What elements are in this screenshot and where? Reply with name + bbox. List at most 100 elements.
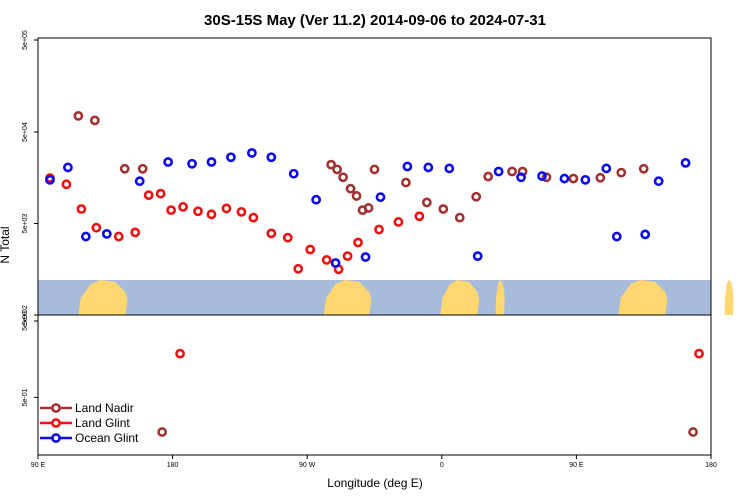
ocean-glint-point xyxy=(311,194,322,205)
land-glint-point xyxy=(353,237,363,248)
land-nadir-point xyxy=(332,164,343,175)
land-glint-point xyxy=(91,222,102,233)
ocean-glint-point xyxy=(537,171,547,181)
plot-layer: 90 E 180 90 W 0 90 E 180 5e+02 5e+03 5e+04 5e+05 5… xyxy=(22,30,734,469)
land-shape-2 xyxy=(323,280,372,315)
legend-label-3: Ocean Glint xyxy=(75,431,139,445)
legend-marker-3 xyxy=(51,433,61,443)
lower-panel-point xyxy=(694,348,704,359)
land-glint-point xyxy=(342,251,353,262)
land-glint-point xyxy=(178,201,188,212)
land-glint-point xyxy=(143,190,154,201)
ocean-glint-point xyxy=(163,157,174,167)
legend-label-2: Land Glint xyxy=(75,416,130,430)
land-glint-point xyxy=(374,224,384,235)
ocean-glint-point xyxy=(640,229,651,240)
land-shape-5 xyxy=(618,280,668,315)
x-tick-label: 90 W xyxy=(299,462,316,469)
legend-marker-2 xyxy=(51,418,61,428)
ocean-glint-point xyxy=(134,176,145,187)
ocean-glint-point xyxy=(601,163,612,174)
lower-panel-point xyxy=(175,348,185,359)
land-nadir-point xyxy=(345,183,356,194)
land-nadir-point xyxy=(89,115,100,126)
ocean-glint-point xyxy=(375,192,386,203)
ocean-glint-point xyxy=(680,157,691,168)
land-nadir-point xyxy=(421,197,432,208)
ocean-glint-point xyxy=(423,162,434,173)
land-nadir-point xyxy=(351,191,362,201)
land-nadir-point xyxy=(438,204,449,214)
x-tick-label: 180 xyxy=(167,462,179,469)
ocean-glint-point xyxy=(444,163,455,174)
land-glint-point xyxy=(236,206,247,217)
ocean-glint-point xyxy=(101,228,112,239)
legend-label-1: Land Nadir xyxy=(75,401,134,415)
land-nadir-point xyxy=(616,167,627,178)
land-glint-point xyxy=(61,179,72,190)
ocean-glint-point xyxy=(559,173,570,184)
x-tick-label: 0 xyxy=(440,462,444,469)
land-nadir-point xyxy=(595,172,606,183)
y-tick-label: 5e-01 xyxy=(22,388,29,406)
ocean-glint-point xyxy=(63,162,73,173)
land-nadir-point xyxy=(119,163,130,174)
ocean-glint-point xyxy=(288,168,299,179)
ocean-glint-point xyxy=(611,231,622,242)
land-shape-6 xyxy=(724,280,734,315)
x-tick-label: 180 xyxy=(705,462,717,469)
land-glint-point xyxy=(414,211,425,222)
ocean-glint-point xyxy=(246,148,257,158)
land-glint-point xyxy=(76,204,87,214)
land-glint-point xyxy=(130,227,141,238)
land-glint-point xyxy=(393,217,404,227)
land-glint-point xyxy=(193,206,203,217)
land-nadir-point xyxy=(326,159,337,170)
ocean-glint-point xyxy=(493,166,504,177)
land-nadir-point xyxy=(541,172,552,183)
land-glint-point xyxy=(206,209,217,220)
land-nadir-point xyxy=(471,191,482,202)
land-shape-3 xyxy=(440,280,480,315)
land-nadir-point xyxy=(137,163,148,174)
y-axis-label: N Total xyxy=(0,226,12,263)
land-glint-point xyxy=(155,188,166,199)
land-shape-1 xyxy=(78,280,128,315)
land-glint-point xyxy=(293,263,304,274)
land-shape-4 xyxy=(495,280,505,315)
land-glint-point xyxy=(248,212,259,223)
y-tick-label: 5e+00 xyxy=(22,311,29,331)
land-nadir-point xyxy=(568,173,579,184)
legend-marker-1 xyxy=(51,403,61,413)
land-nadir-point xyxy=(363,203,374,213)
lower-panel-point xyxy=(688,427,698,437)
lower-panel-point xyxy=(157,427,168,437)
ocean-glint-point xyxy=(516,172,526,183)
ocean-glint-point xyxy=(402,161,413,172)
ocean-glint-point xyxy=(330,258,341,268)
land-glint-point xyxy=(305,244,316,255)
x-tick-label: 90 E xyxy=(31,462,46,469)
land-glint-point xyxy=(166,205,177,216)
land-nadir-point xyxy=(483,171,494,182)
ocean-glint-point xyxy=(580,174,591,185)
lower-panel-frame xyxy=(37,314,712,456)
land-nadir-point xyxy=(369,164,380,175)
land-nadir-point xyxy=(73,110,84,121)
land-glint-point xyxy=(282,232,293,243)
chart-title: 30S-15S May (Ver 11.2) 2014-09-06 to 202… xyxy=(204,12,546,29)
ocean-glint-point xyxy=(266,152,277,163)
x-axis-label: Longitude (deg E) xyxy=(327,476,422,490)
land-nadir-point xyxy=(401,177,411,188)
y-tick-label: 5e+04 xyxy=(22,122,29,142)
ocean-glint-point xyxy=(653,176,664,187)
land-nadir-point xyxy=(507,166,517,177)
y-tick-label: 5e+02 xyxy=(22,305,29,325)
ocean-glint-point xyxy=(360,252,371,262)
x-tick-label: 90 E xyxy=(569,462,584,469)
land-nadir-point xyxy=(454,212,465,223)
land-glint-point xyxy=(266,228,277,239)
land-glint-point xyxy=(221,203,232,214)
